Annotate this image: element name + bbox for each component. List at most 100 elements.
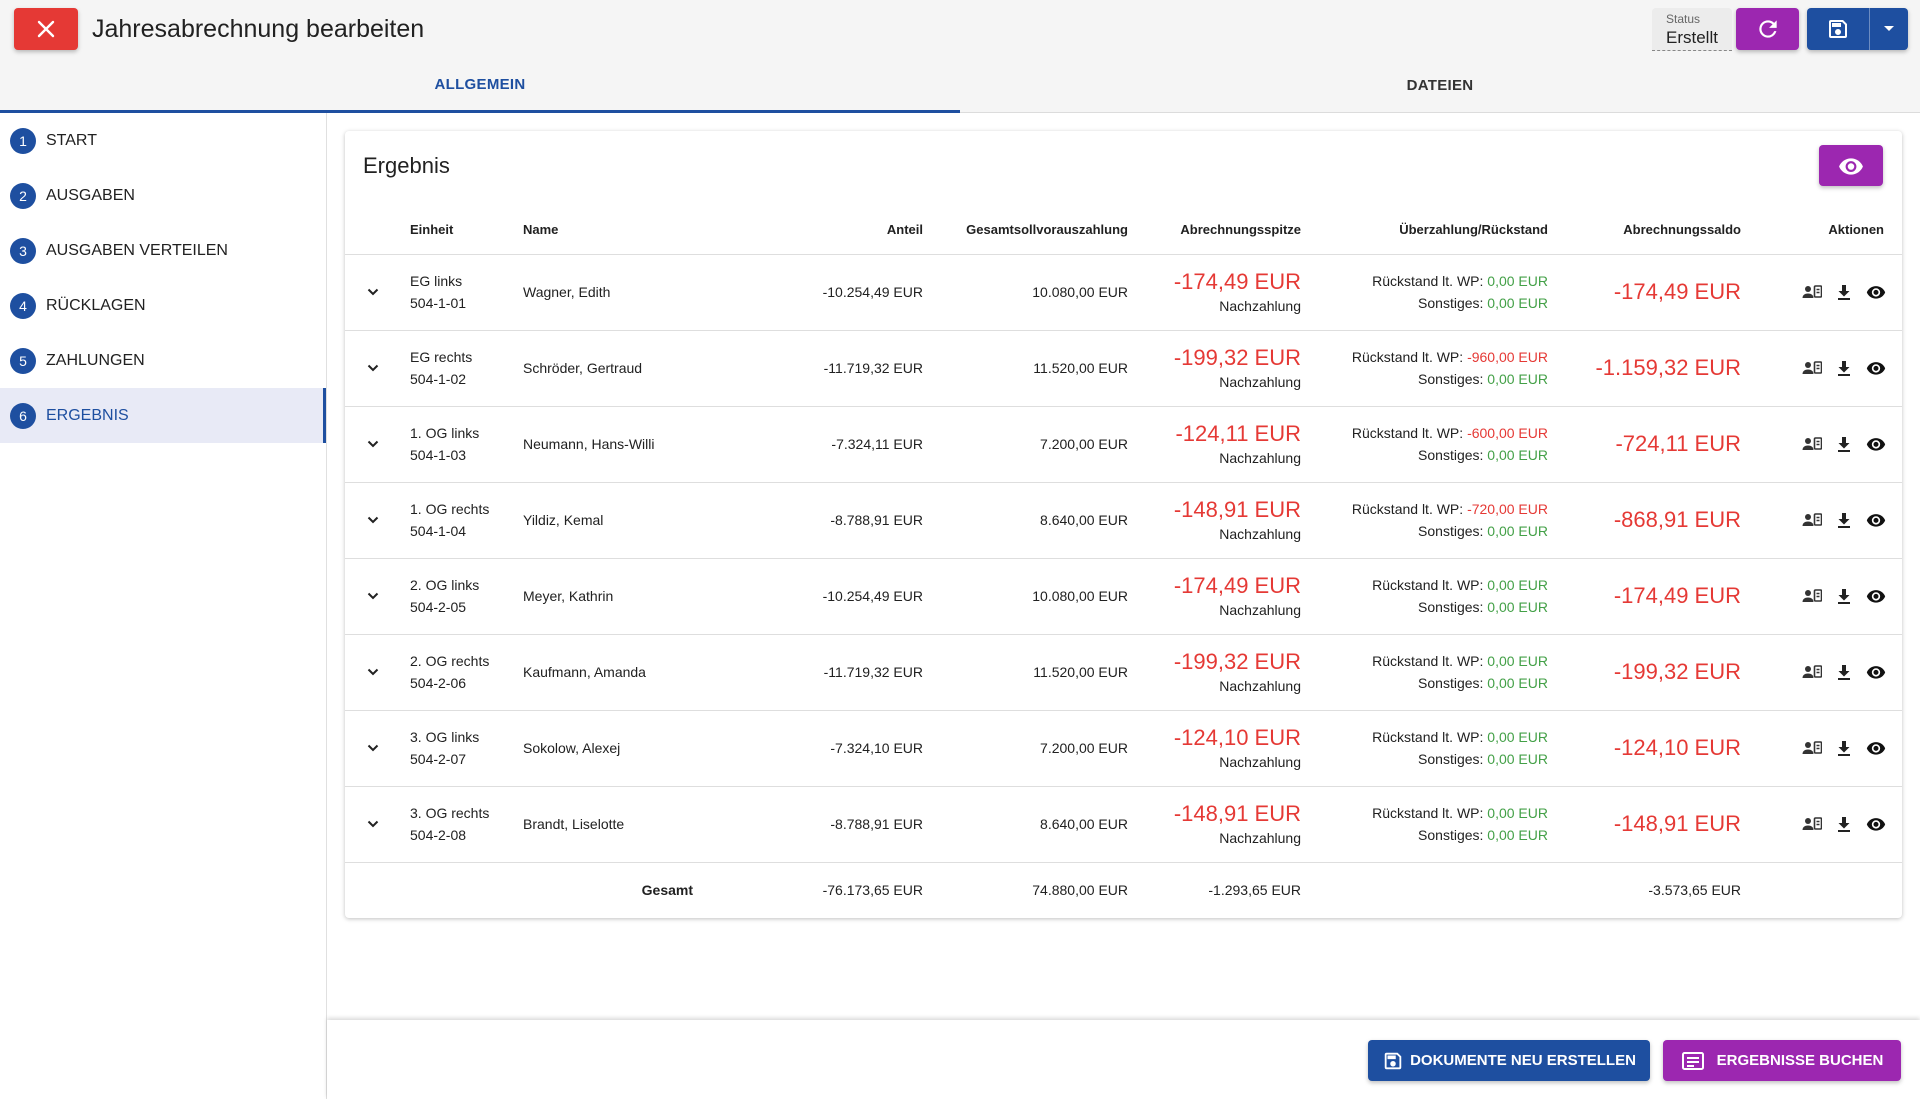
download-button[interactable] xyxy=(1834,814,1854,834)
save-menu-button[interactable] xyxy=(1870,8,1908,50)
expand-row-button[interactable] xyxy=(363,434,383,454)
step-ausgaben-verteilen[interactable]: 3 AUSGABEN VERTEILEN xyxy=(0,223,326,278)
unit-number: 504-1-02 xyxy=(410,371,467,387)
status-field[interactable]: Status Erstellt xyxy=(1652,8,1732,51)
ueberzahlung-cell: Rückstand lt. WP: -600,00 EUR Sonstiges: … xyxy=(1301,406,1548,483)
sonstiges-value: 0,00 EUR xyxy=(1487,447,1548,463)
unit-number: 504-1-04 xyxy=(410,523,467,539)
refresh-icon xyxy=(1758,20,1777,38)
unit-number: 504-1-01 xyxy=(410,295,467,311)
tab-dateien[interactable]: DATEIEN xyxy=(1406,77,1474,94)
unit-cell: 1. OG rechts 504-1-04 xyxy=(400,482,523,559)
chevron-down-icon xyxy=(367,592,378,600)
spitze-cell: -199,32 EUR Nachzahlung xyxy=(1128,634,1301,711)
expand-row-button[interactable] xyxy=(363,814,383,834)
view-button[interactable] xyxy=(1866,434,1886,454)
view-button[interactable] xyxy=(1866,510,1886,530)
preview-button[interactable] xyxy=(1819,145,1883,186)
rueckstand-value: 0,00 EUR xyxy=(1487,577,1548,593)
download-button[interactable] xyxy=(1834,358,1854,378)
gesamtsoll-value: 7.200,00 EUR xyxy=(923,406,1128,483)
status-value: Erstellt xyxy=(1666,28,1718,47)
expand-row-button[interactable] xyxy=(363,662,383,682)
owner-details-button[interactable] xyxy=(1802,282,1822,302)
anteil-value: -7.324,11 EUR xyxy=(703,406,923,483)
table-row: 2. OG rechts 504-2-06 Kaufmann, Amanda -11.… xyxy=(345,634,1902,711)
sonstiges-label: Sonstiges: xyxy=(1418,371,1484,387)
expand-row-button[interactable] xyxy=(363,510,383,530)
step-number: 2 xyxy=(10,182,36,209)
step-number: 6 xyxy=(10,402,36,429)
col-expand xyxy=(345,205,400,255)
save-button[interactable] xyxy=(1807,8,1870,50)
anteil-value: -8.788,91 EUR xyxy=(703,482,923,559)
owner-details-button[interactable] xyxy=(1802,434,1822,454)
tab-allgemein[interactable]: ALLGEMEIN xyxy=(0,58,960,113)
step-ausgaben[interactable]: 2 AUSGABEN xyxy=(0,168,326,223)
unit-number: 504-1-03 xyxy=(410,447,467,463)
person-card-icon xyxy=(1802,437,1822,450)
expand-row-button[interactable] xyxy=(363,358,383,378)
regenerate-documents-button[interactable]: DOKUMENTE NEU ERSTELLEN xyxy=(1368,1040,1650,1081)
ueberzahlung-cell: Rückstand lt. WP: 0,00 EUR Sonstiges: 0,0… xyxy=(1301,634,1548,711)
download-icon xyxy=(1838,437,1850,452)
download-button[interactable] xyxy=(1834,282,1854,302)
table-header-row: Einheit Name Anteil Gesamtsollvorauszahl… xyxy=(345,205,1902,255)
caret-down-icon xyxy=(1884,26,1894,31)
download-button[interactable] xyxy=(1834,662,1854,682)
saldo-value: -174,49 EUR xyxy=(1548,558,1741,635)
book-results-button[interactable]: ERGEBNISSE BUCHEN xyxy=(1663,1040,1901,1081)
expand-row-button[interactable] xyxy=(363,586,383,606)
sonstiges-label: Sonstiges: xyxy=(1418,295,1484,311)
expand-row-button[interactable] xyxy=(363,282,383,302)
download-button[interactable] xyxy=(1834,510,1854,530)
rueckstand-label: Rückstand lt. WP: xyxy=(1351,501,1464,517)
unit-number: 504-2-05 xyxy=(410,599,467,615)
close-button[interactable] xyxy=(14,8,78,50)
download-button[interactable] xyxy=(1834,738,1854,758)
anteil-value: -7.324,10 EUR xyxy=(703,710,923,787)
sonstiges-value: 0,00 EUR xyxy=(1487,599,1548,615)
person-card-icon xyxy=(1802,361,1822,374)
owner-details-button[interactable] xyxy=(1802,738,1822,758)
download-icon xyxy=(1838,665,1850,680)
step-zahlungen[interactable]: 5 ZAHLUNGEN xyxy=(0,333,326,388)
unit-cell: 2. OG links 504-2-05 xyxy=(400,558,523,635)
step-number: 1 xyxy=(10,127,36,154)
page-title: Jahresabrechnung bearbeiten xyxy=(92,15,425,43)
refresh-button[interactable] xyxy=(1736,8,1799,50)
step-label: ZAHLUNGEN xyxy=(46,351,145,369)
gesamtsoll-value: 10.080,00 EUR xyxy=(923,558,1128,635)
owner-details-button[interactable] xyxy=(1802,358,1822,378)
eye-icon xyxy=(1866,742,1886,755)
eye-icon xyxy=(1866,818,1886,831)
sonstiges-value: 0,00 EUR xyxy=(1487,523,1548,539)
save-split-button xyxy=(1807,8,1908,50)
spitze-type: Nachzahlung xyxy=(1219,754,1301,770)
view-button[interactable] xyxy=(1866,586,1886,606)
unit-number: 504-2-06 xyxy=(410,675,467,691)
view-button[interactable] xyxy=(1866,738,1886,758)
spitze-cell: -148,91 EUR Nachzahlung xyxy=(1128,786,1301,863)
ueberzahlung-cell: Rückstand lt. WP: -720,00 EUR Sonstiges: … xyxy=(1301,482,1548,559)
step-ruecklagen[interactable]: 4 RÜCKLAGEN xyxy=(0,278,326,333)
anteil-value: -8.788,91 EUR xyxy=(703,786,923,863)
owner-details-button[interactable] xyxy=(1802,662,1822,682)
ueberzahlung-cell: Rückstand lt. WP: 0,00 EUR Sonstiges: 0,0… xyxy=(1301,710,1548,787)
step-ergebnis[interactable]: 6 ERGEBNIS xyxy=(0,388,326,443)
step-start[interactable]: 1 START xyxy=(0,113,326,168)
download-button[interactable] xyxy=(1834,586,1854,606)
owner-details-button[interactable] xyxy=(1802,814,1822,834)
spitze-type: Nachzahlung xyxy=(1219,450,1301,466)
ueberzahlung-cell: Rückstand lt. WP: 0,00 EUR Sonstiges: 0,0… xyxy=(1301,786,1548,863)
view-button[interactable] xyxy=(1866,282,1886,302)
expand-row-button[interactable] xyxy=(363,738,383,758)
owner-details-button[interactable] xyxy=(1802,510,1822,530)
view-button[interactable] xyxy=(1866,814,1886,834)
totals-spitze: -1.293,65 EUR xyxy=(1208,882,1301,899)
view-button[interactable] xyxy=(1866,358,1886,378)
owner-details-button[interactable] xyxy=(1802,586,1822,606)
col-spitze: Abrechnungsspitze xyxy=(1128,205,1301,255)
download-button[interactable] xyxy=(1834,434,1854,454)
view-button[interactable] xyxy=(1866,662,1886,682)
